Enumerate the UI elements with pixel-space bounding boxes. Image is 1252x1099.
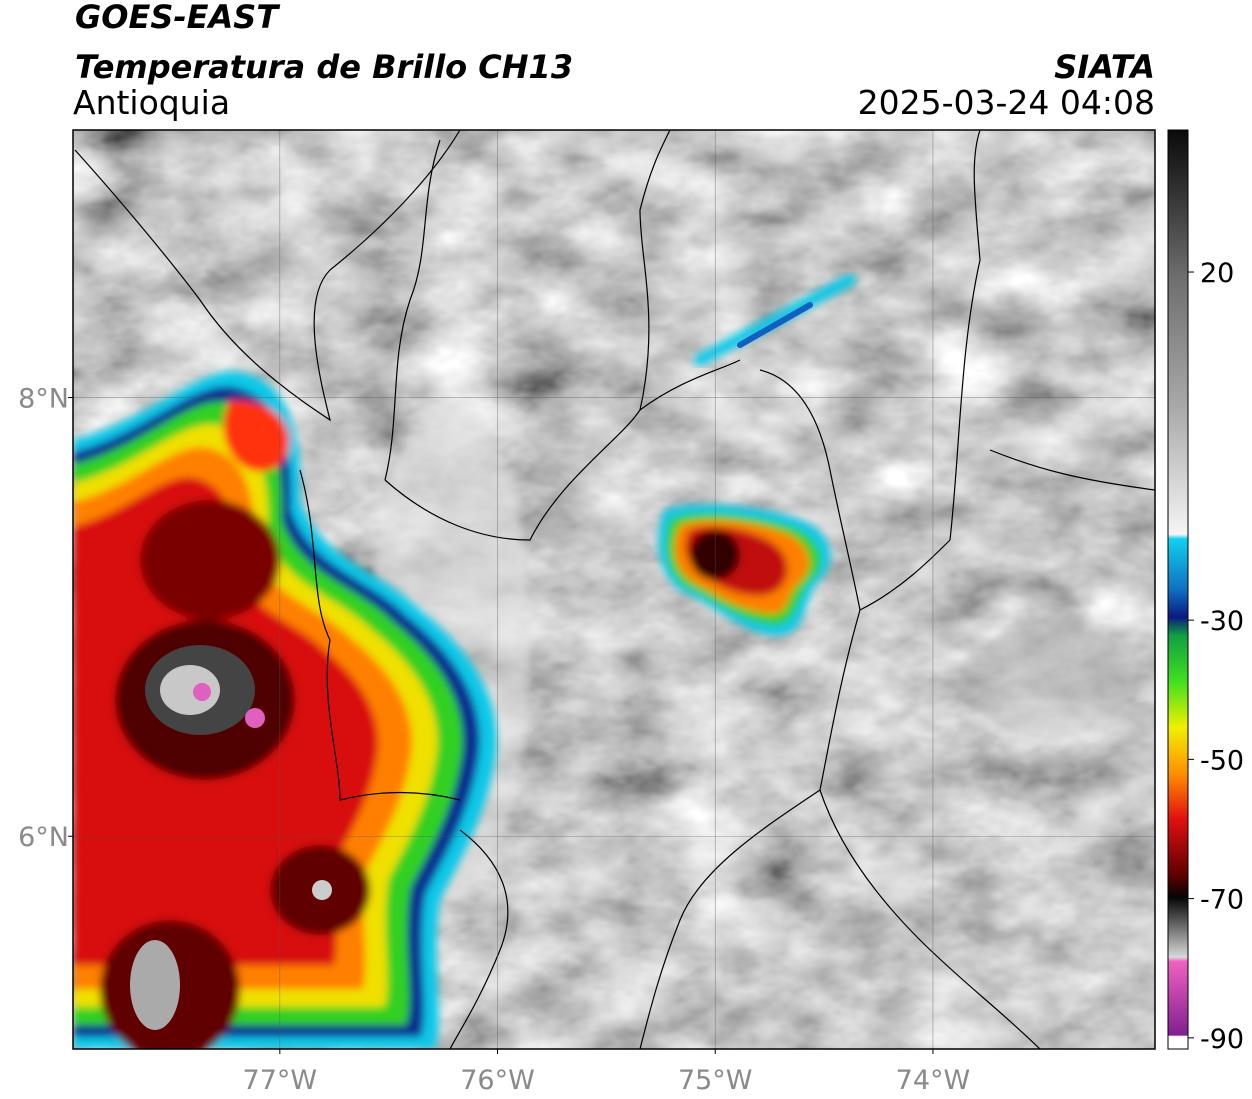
lon-tick-label: 74°W bbox=[896, 1065, 971, 1096]
colorbar bbox=[1167, 129, 1189, 1050]
subtitle: Temperatura de Brillo CH13 bbox=[75, 48, 573, 86]
grid bbox=[73, 130, 1155, 1049]
source: SIATA bbox=[1054, 48, 1155, 86]
lon-tick-label: 77°W bbox=[243, 1065, 318, 1096]
lat-tick-label: 6°N bbox=[18, 822, 69, 853]
lon-tick-label: 75°W bbox=[678, 1065, 753, 1096]
colorbar-tick-label: -90 bbox=[1200, 1024, 1244, 1055]
lon-tick-label: 76°W bbox=[460, 1065, 535, 1096]
colorbar-tick-label: -50 bbox=[1200, 745, 1244, 776]
satellite-image bbox=[73, 130, 1155, 1049]
borders bbox=[74, 130, 1155, 1049]
colorbar-tick-label: 20 bbox=[1200, 258, 1234, 289]
region: Antioquia bbox=[73, 83, 230, 122]
colorbar-tick-label: -70 bbox=[1200, 885, 1244, 916]
title: GOES-EAST bbox=[75, 0, 280, 36]
map-frame bbox=[72, 129, 1156, 1050]
datetime: 2025-03-24 04:08 bbox=[858, 83, 1155, 122]
lat-tick-label: 8°N bbox=[18, 384, 69, 415]
colorbar-tick-label: -30 bbox=[1200, 606, 1244, 637]
